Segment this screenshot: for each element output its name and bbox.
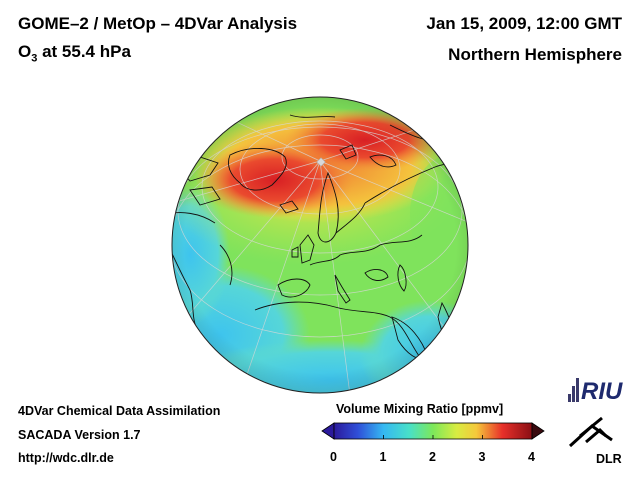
- map-title: GOME–2 / MetOp – 4DVar Analysis: [18, 14, 298, 33]
- colorbar-tick-label: 2: [429, 450, 436, 464]
- globe-outline: [171, 96, 469, 394]
- region-label: Northern Hemisphere: [448, 45, 622, 64]
- footer-line-1: 4DVar Chemical Data Assimilation: [18, 404, 221, 418]
- colorbar-max-arrow: [531, 422, 545, 440]
- pressure-level: at 55.4 hPa: [37, 42, 131, 61]
- globe-map: [171, 96, 469, 394]
- colorbar-min-arrow: [321, 422, 335, 440]
- footer-line-2: SACADA Version 1.7: [18, 428, 141, 442]
- colorbar-tick-label: 1: [379, 450, 387, 464]
- timestamp: Jan 15, 2009, 12:00 GMT: [426, 14, 622, 33]
- colorbar-tick-label: 3: [478, 450, 486, 464]
- riu-logo: RIU: [568, 378, 623, 404]
- colorbar-tick-label: 0: [330, 450, 337, 464]
- ozone-field: [172, 97, 468, 393]
- dlr-logo: [568, 416, 613, 448]
- colorbar: [321, 422, 545, 440]
- colorbar-title: Volume Mixing Ratio [ppmv]: [336, 402, 504, 416]
- colorbar-tick-label: 4: [528, 450, 535, 464]
- species-subscript: 3: [31, 52, 38, 65]
- map-subtitle: O3 at 55.4 hPa: [18, 42, 131, 64]
- species-symbol: O: [18, 42, 32, 61]
- north-pole-marker: [316, 157, 326, 167]
- footer-url: http://wdc.dlr.de: [18, 451, 114, 465]
- riu-logo-text: RIU: [581, 378, 623, 404]
- dlr-logo-text: DLR: [596, 452, 622, 466]
